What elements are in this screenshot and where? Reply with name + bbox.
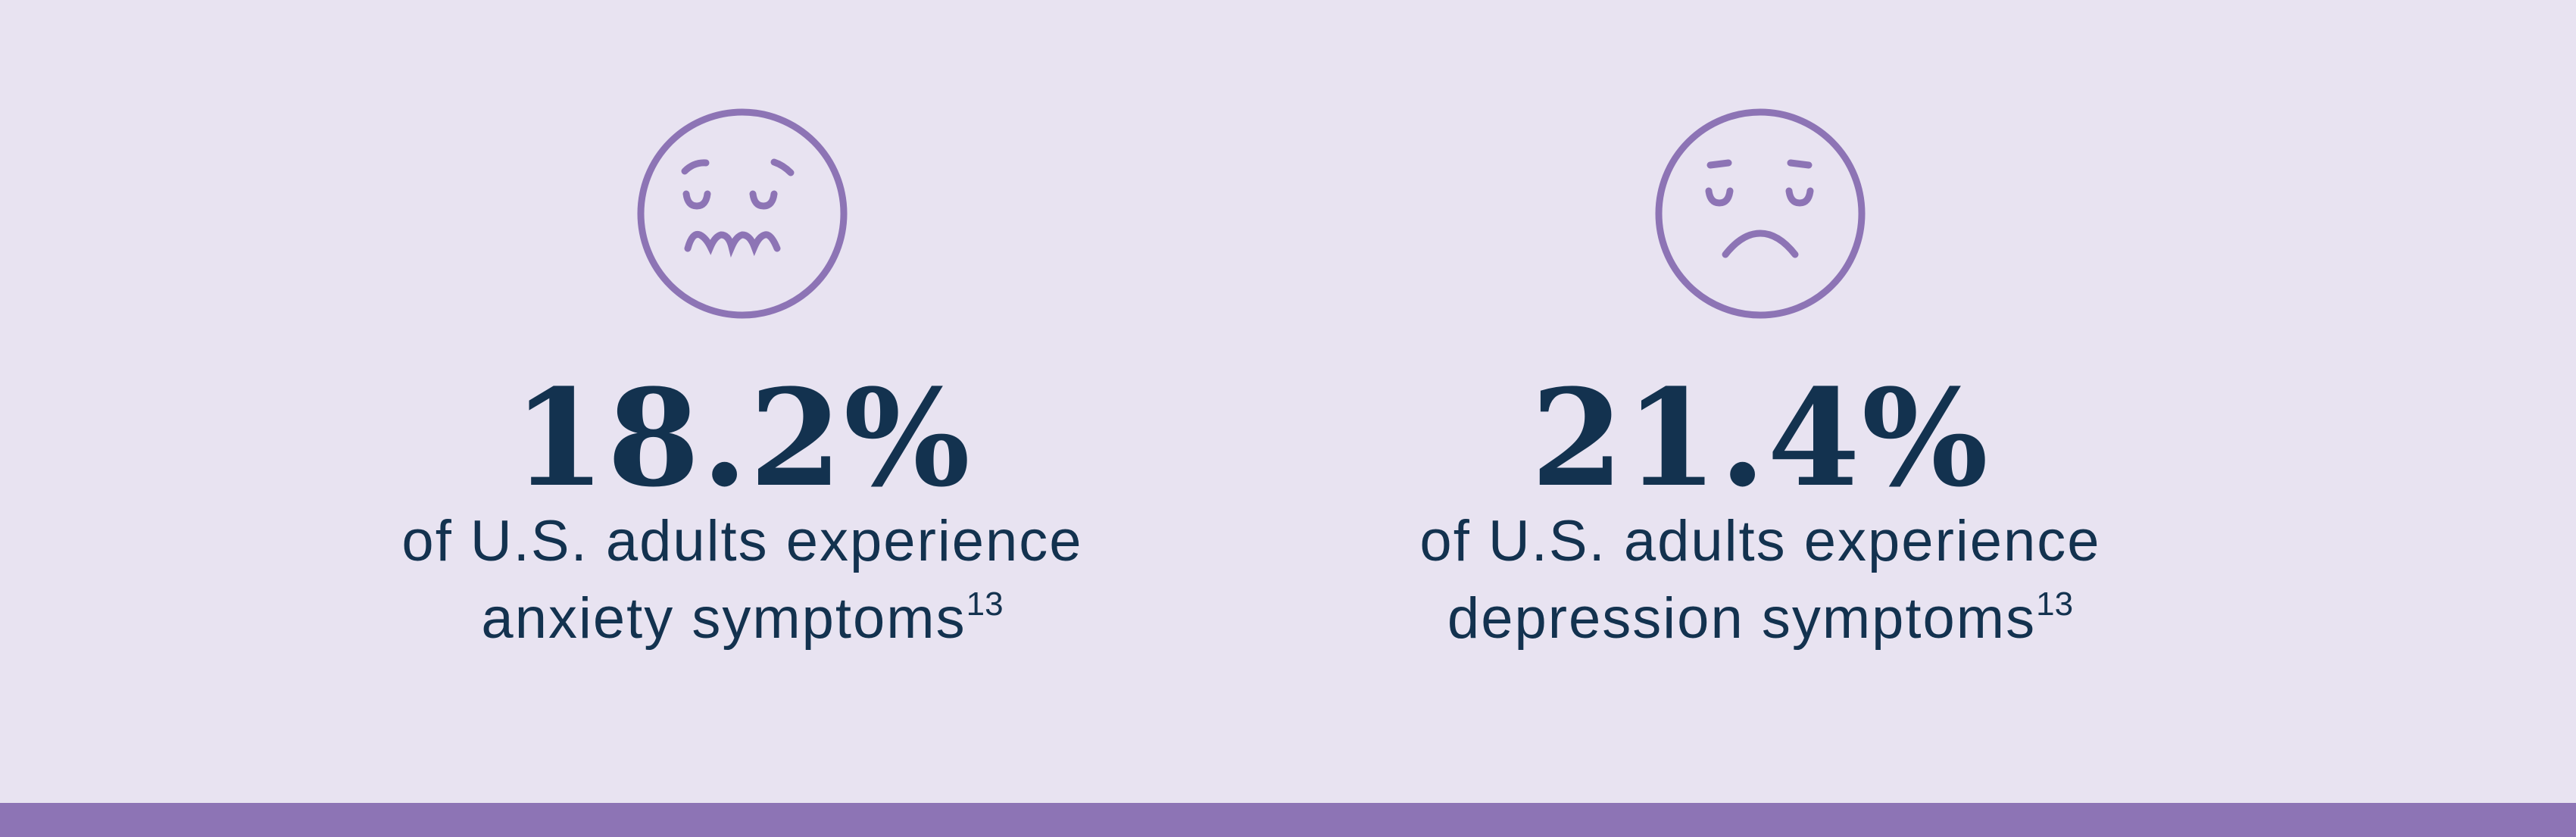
- stat-caption-line2: depression symptoms13: [1382, 580, 2139, 657]
- stat-value: 18.2%: [513, 360, 972, 517]
- stat-caption-line2: anxiety symptoms13: [364, 580, 1121, 657]
- anxious-face-icon: [637, 108, 848, 319]
- sad-face-icon: [1655, 108, 1866, 319]
- anxiety-stat-card: 18.2% of U.S. adults experience anxiety …: [364, 106, 1121, 657]
- stat-value: 21.4%: [1531, 360, 1990, 517]
- footnote-marker: 13: [966, 586, 1004, 623]
- bottom-accent-bar: [0, 803, 2576, 837]
- depression-stat-card: 21.4% of U.S. adults experience depressi…: [1382, 106, 2139, 657]
- stat-caption: of U.S. adults experience anxiety sympto…: [364, 503, 1121, 657]
- stat-caption: of U.S. adults experience depression sym…: [1382, 503, 2139, 657]
- stat-caption-text: depression symptoms: [1447, 586, 2037, 651]
- footnote-marker: 13: [2036, 586, 2074, 623]
- stat-caption-line1: of U.S. adults experience: [1419, 509, 2101, 573]
- stat-caption-text: anxiety symptoms: [481, 586, 966, 651]
- stat-caption-line1: of U.S. adults experience: [401, 509, 1083, 573]
